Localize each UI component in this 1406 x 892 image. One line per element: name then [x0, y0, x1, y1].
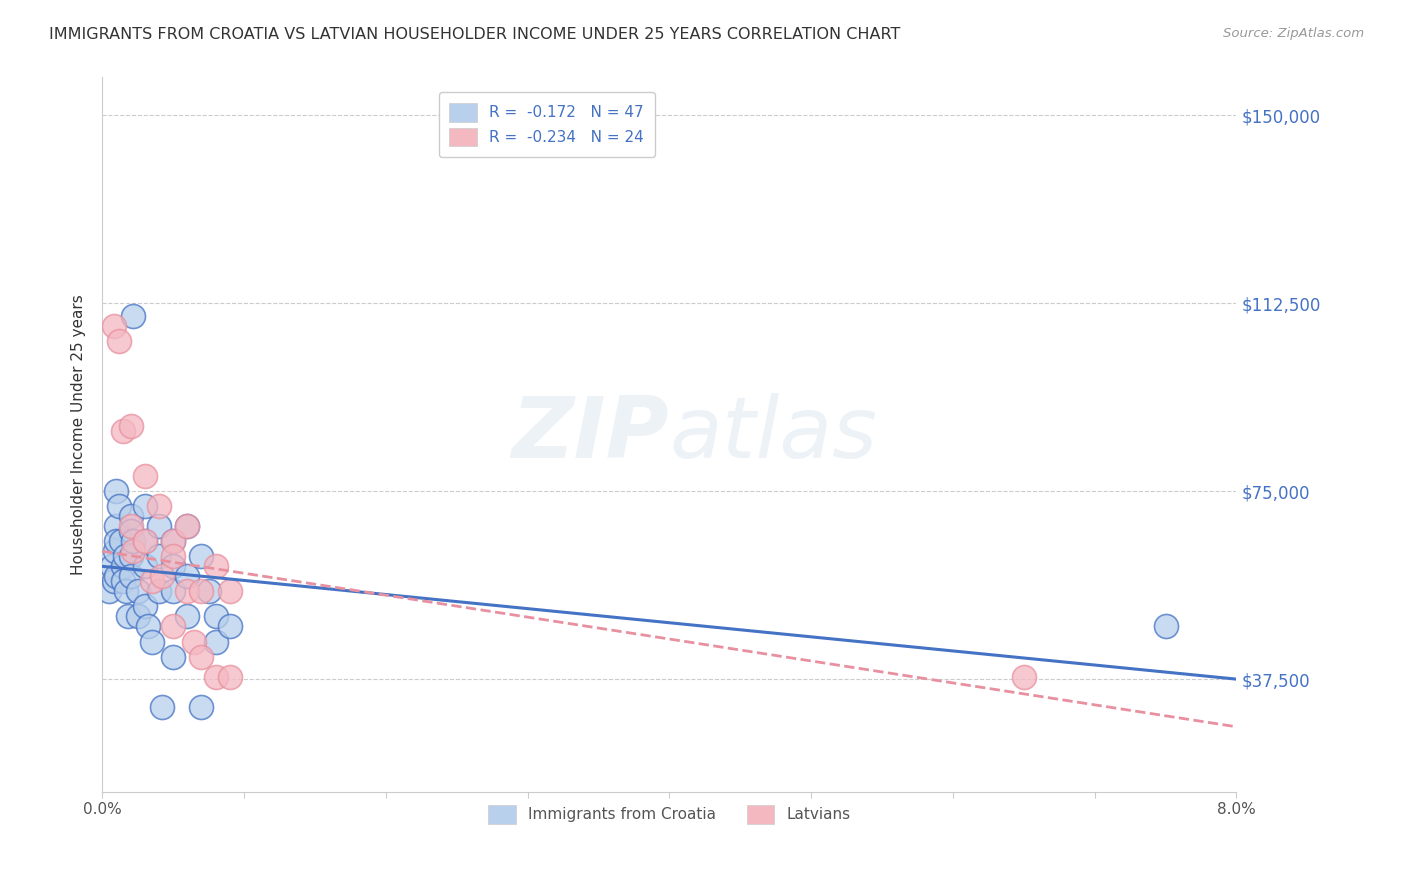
- Point: [190, 584, 212, 599]
- Point: [120, 549, 142, 564]
- Point: [162, 534, 184, 549]
- Point: [148, 549, 170, 564]
- Point: [112, 559, 135, 574]
- Point: [115, 584, 138, 599]
- Text: IMMIGRANTS FROM CROATIA VS LATVIAN HOUSEHOLDER INCOME UNDER 25 YEARS CORRELATION: IMMIGRANTS FROM CROATIA VS LATVIAN HOUSE…: [49, 27, 901, 42]
- Point: [122, 534, 145, 549]
- Point: [104, 544, 127, 558]
- Point: [101, 559, 124, 574]
- Point: [176, 519, 198, 533]
- Point: [190, 699, 212, 714]
- Point: [120, 524, 142, 539]
- Point: [136, 619, 159, 633]
- Point: [150, 699, 173, 714]
- Point: [134, 559, 156, 574]
- Point: [134, 534, 156, 549]
- Point: [162, 649, 184, 664]
- Point: [105, 484, 128, 499]
- Point: [176, 584, 198, 599]
- Point: [127, 584, 149, 599]
- Point: [150, 569, 173, 583]
- Point: [1012, 670, 1035, 684]
- Text: atlas: atlas: [669, 393, 877, 476]
- Point: [105, 534, 128, 549]
- Point: [190, 649, 212, 664]
- Point: [148, 584, 170, 599]
- Point: [204, 609, 226, 624]
- Point: [218, 670, 240, 684]
- Point: [103, 574, 125, 589]
- Point: [134, 499, 156, 513]
- Point: [204, 559, 226, 574]
- Point: [120, 509, 142, 524]
- Text: ZIP: ZIP: [512, 393, 669, 476]
- Point: [122, 544, 145, 558]
- Point: [162, 549, 184, 564]
- Point: [1154, 619, 1177, 633]
- Y-axis label: Householder Income Under 25 years: Householder Income Under 25 years: [72, 294, 86, 575]
- Point: [218, 619, 240, 633]
- Point: [112, 424, 135, 438]
- Point: [190, 549, 212, 564]
- Point: [127, 609, 149, 624]
- Legend: Immigrants from Croatia, Latvians: Immigrants from Croatia, Latvians: [478, 794, 860, 834]
- Point: [148, 499, 170, 513]
- Point: [134, 534, 156, 549]
- Point: [103, 318, 125, 333]
- Point: [204, 634, 226, 648]
- Point: [134, 469, 156, 483]
- Point: [162, 534, 184, 549]
- Point: [120, 519, 142, 533]
- Point: [120, 418, 142, 433]
- Point: [110, 534, 132, 549]
- Point: [204, 670, 226, 684]
- Point: [148, 519, 170, 533]
- Point: [197, 584, 219, 599]
- Point: [98, 584, 121, 599]
- Point: [162, 559, 184, 574]
- Point: [176, 569, 198, 583]
- Point: [108, 334, 131, 348]
- Point: [112, 574, 135, 589]
- Point: [105, 519, 128, 533]
- Point: [122, 309, 145, 323]
- Point: [162, 619, 184, 633]
- Point: [176, 609, 198, 624]
- Point: [218, 584, 240, 599]
- Point: [120, 569, 142, 583]
- Point: [183, 634, 205, 648]
- Point: [114, 549, 136, 564]
- Point: [176, 519, 198, 533]
- Point: [105, 569, 128, 583]
- Point: [162, 584, 184, 599]
- Point: [141, 634, 163, 648]
- Point: [108, 499, 131, 513]
- Point: [141, 574, 163, 589]
- Text: Source: ZipAtlas.com: Source: ZipAtlas.com: [1223, 27, 1364, 40]
- Point: [117, 609, 139, 624]
- Point: [134, 599, 156, 614]
